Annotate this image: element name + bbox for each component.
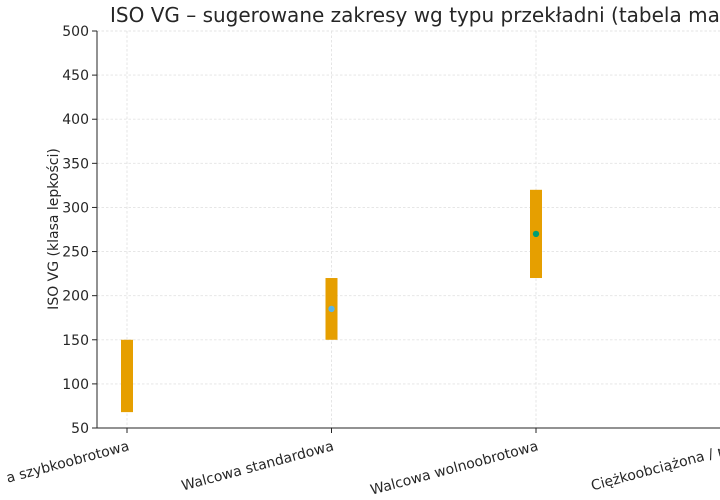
y-tick-label: 200 [62,289,89,305]
y-axis-title: ISO VG (klasa lepkości) [46,148,62,310]
y-tick-label: 100 [62,377,89,393]
y-tick-label: 50 [71,421,89,437]
chart-title: ISO VG – sugerowane zakresy wg typu prze… [110,3,720,27]
y-tick-label: 400 [62,112,89,128]
axes [96,31,720,429]
midpoint-marker [328,305,335,313]
midpoint-marker [532,230,540,238]
x-tick-label: a szybkoobrotowa [5,438,131,486]
y-tick-label: 350 [62,156,89,172]
grid-lines [92,30,720,433]
y-tick-label: 300 [62,200,89,216]
y-tick-label: 500 [62,24,89,40]
x-tick-label: Walcowa standardowa [180,438,336,494]
midpoint-markers [328,230,540,313]
x-tick-label: Ciężkoobciążona / mły [589,438,720,494]
x-tick-label: Walcowa wolnoobrotowa [369,438,540,498]
y-tick-label: 150 [62,333,89,349]
x-tick-labels: a szybkoobrotowa Walcowa standardowa Walco… [5,438,720,498]
range-bar [121,339,133,413]
y-tick-labels: 50 100 150 200 250 300 350 400 450 500 [62,24,89,437]
y-tick-label: 250 [62,245,89,261]
y-tick-label: 450 [62,68,89,84]
